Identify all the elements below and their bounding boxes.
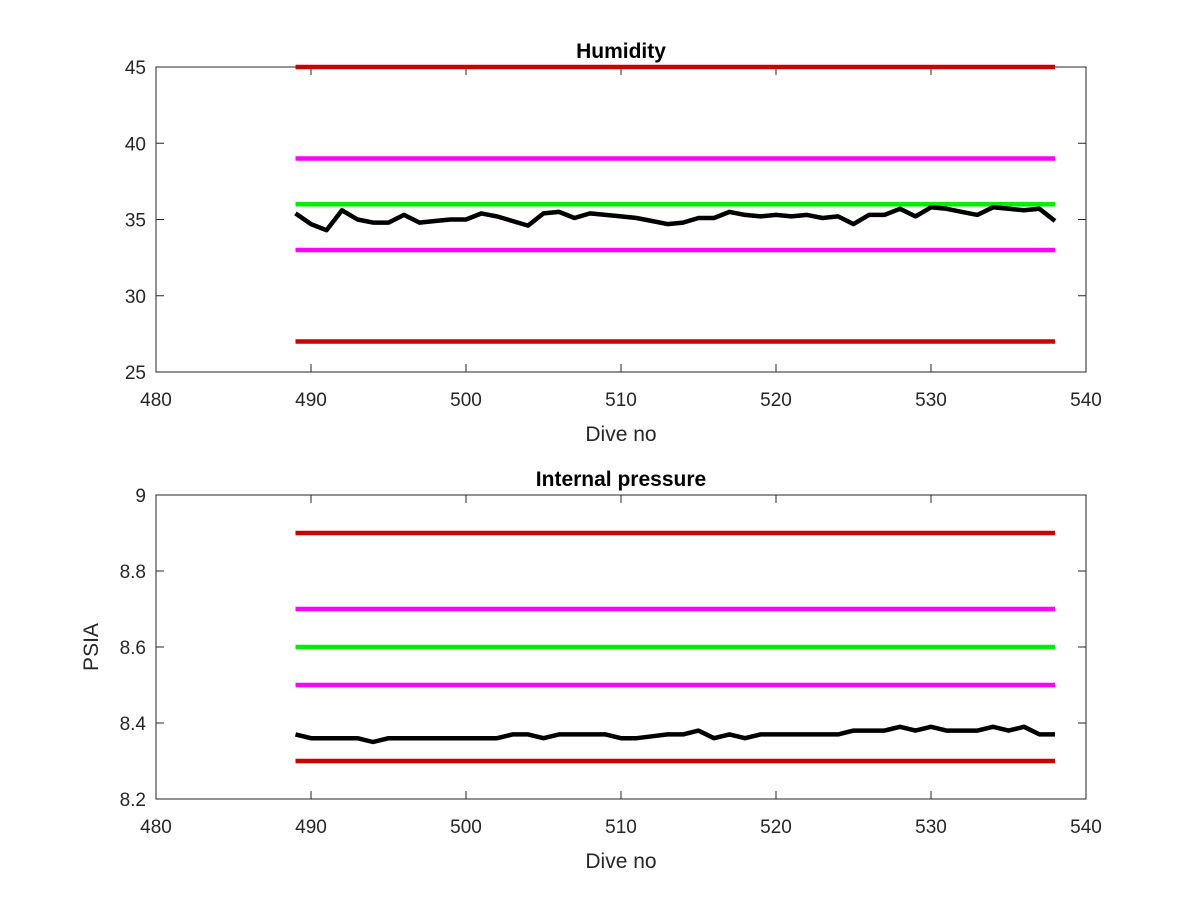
x-tick-label: 510 [605,390,637,411]
x-tick-label: 480 [140,390,172,411]
y-tick-label: 45 [125,58,146,79]
measured-series-line [294,724,1055,745]
x-axis-label: Dive no [585,850,656,873]
y-tick-label: 8.6 [120,638,146,659]
x-tick-label: 490 [295,390,327,411]
x-tick-label: 540 [1070,390,1102,411]
y-tick-label: 9 [135,486,146,507]
chart-title: Humidity [576,40,666,63]
y-tick-label: 40 [125,134,146,155]
y-axis-label: PSIA [80,623,103,671]
x-tick-label: 530 [915,390,947,411]
x-tick-label: 480 [140,817,172,838]
measured-series-line [294,205,1057,233]
x-tick-label: 520 [760,817,792,838]
internal-pressure-chart: 480 490 500 510 520 530 540 8.2 8.4 8.6 8.8 9 Intern… [80,468,1102,873]
x-tick-label: 500 [450,817,482,838]
humidity-chart: 480 490 500 510 520 530 540 25 30 35 40 45 Humidity D… [125,40,1102,446]
x-tick-label: 490 [295,817,327,838]
x-axis-label: Dive no [585,423,656,446]
y-tick-label: 8.2 [120,790,146,811]
y-tick-label: 25 [125,363,146,384]
axes-box [155,66,1087,373]
y-tick-label: 30 [125,287,146,308]
x-tick-label: 530 [915,817,947,838]
x-tick-label: 540 [1070,817,1102,838]
x-tick-label: 500 [450,390,482,411]
x-tick-label: 510 [605,817,637,838]
x-tick-label: 520 [760,390,792,411]
y-tick-label: 8.4 [120,714,147,735]
y-tick-label: 8.8 [120,562,146,583]
chart-title: Internal pressure [536,468,706,491]
y-tick-label: 35 [125,211,146,232]
